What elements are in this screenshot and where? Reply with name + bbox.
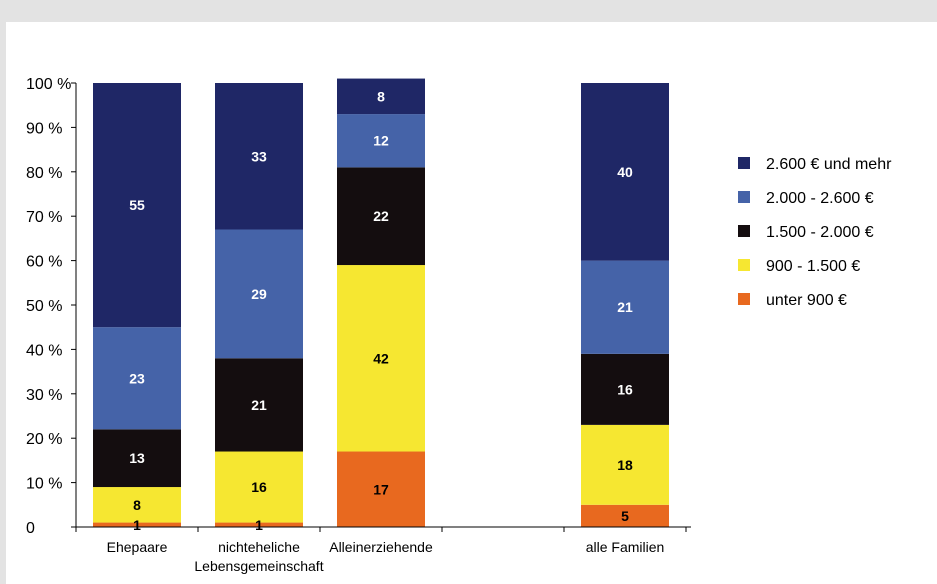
data-label: 18 [617,457,633,473]
y-tick-label: 30 % [26,387,62,404]
y-tick-label: 90 % [26,120,62,137]
x-category-label: Ehepaare [107,539,168,555]
legend-swatch [738,259,750,271]
bar-segment [337,114,425,168]
data-label: 12 [373,133,389,149]
data-label: 16 [617,381,633,397]
y-tick-label: 80 % [26,165,62,182]
y-tick-label: 70 % [26,209,62,226]
data-label: 21 [617,299,633,315]
bar-segment [581,83,669,261]
data-label: 42 [373,350,389,366]
data-label: 1 [133,517,141,533]
bar-segment [337,265,425,452]
x-category-label: Alleinerziehende [329,539,433,555]
bar-layer [93,78,669,527]
axes-layer: 0 10 % 20 % 30 % 40 % 50 % 60 % 70 % 80 % 90 % 100… [26,76,691,574]
data-label: 29 [251,286,267,302]
data-label: 8 [133,497,141,513]
data-label: 33 [251,148,267,164]
legend-swatch [738,191,750,203]
legend-swatch [738,157,750,169]
bar-segment [93,487,181,523]
data-label: 5 [621,508,629,524]
legend-label: 1.500 - 2.000 € [766,224,874,241]
bar-segment [215,229,303,359]
bar-segment [215,358,303,452]
bar-segment [581,424,669,505]
data-label: 23 [129,370,145,386]
y-tick-label: 100 % [26,76,71,93]
bar-segment [93,83,181,328]
legend-label: unter 900 € [766,292,847,309]
bar-segment [337,451,425,527]
bar-segment [93,327,181,430]
bar-segment [581,260,669,354]
x-category-label: nichteheliche Lebensgemeinschaft [194,539,323,574]
y-tick-label: 0 [26,520,35,537]
data-label: 8 [377,88,385,104]
x-category-label: alle Familien [586,539,665,555]
y-tick-label: 50 % [26,298,62,315]
data-label: 21 [251,397,267,413]
y-tick-label: 20 % [26,431,62,448]
data-label: 22 [373,208,389,224]
data-label: 1 [255,517,263,533]
bar-segment [215,83,303,230]
legend-swatch [738,225,750,237]
bar-segment [337,78,425,115]
bar-segment [581,504,669,527]
bar-segment [337,167,425,266]
y-tick-label: 10 % [26,476,62,493]
legend-label: 900 - 1.500 € [766,258,860,275]
data-label: 40 [617,164,633,180]
data-label: 55 [129,197,145,213]
y-tick-label: 40 % [26,342,62,359]
y-tick-label: 60 % [26,254,62,271]
legend-label: 2.600 € und mehr [766,156,892,173]
legend: 2.600 € und mehr 2.000 - 2.600 € 1.500 - 2… [738,156,892,309]
chart-frame: 1 8 13 23 55 1 16 21 29 33 17 42 22 12 8 5 18 16 21 40 0 10 … [6,22,937,584]
bar-segment [93,522,181,527]
bar-segment [215,522,303,527]
data-label: 13 [129,450,145,466]
data-label: 16 [251,479,267,495]
data-label: 17 [373,481,389,497]
legend-swatch [738,293,750,305]
bar-segment [93,429,181,488]
bar-segment [581,353,669,425]
bar-segment [215,451,303,523]
legend-label: 2.000 - 2.600 € [766,190,874,207]
